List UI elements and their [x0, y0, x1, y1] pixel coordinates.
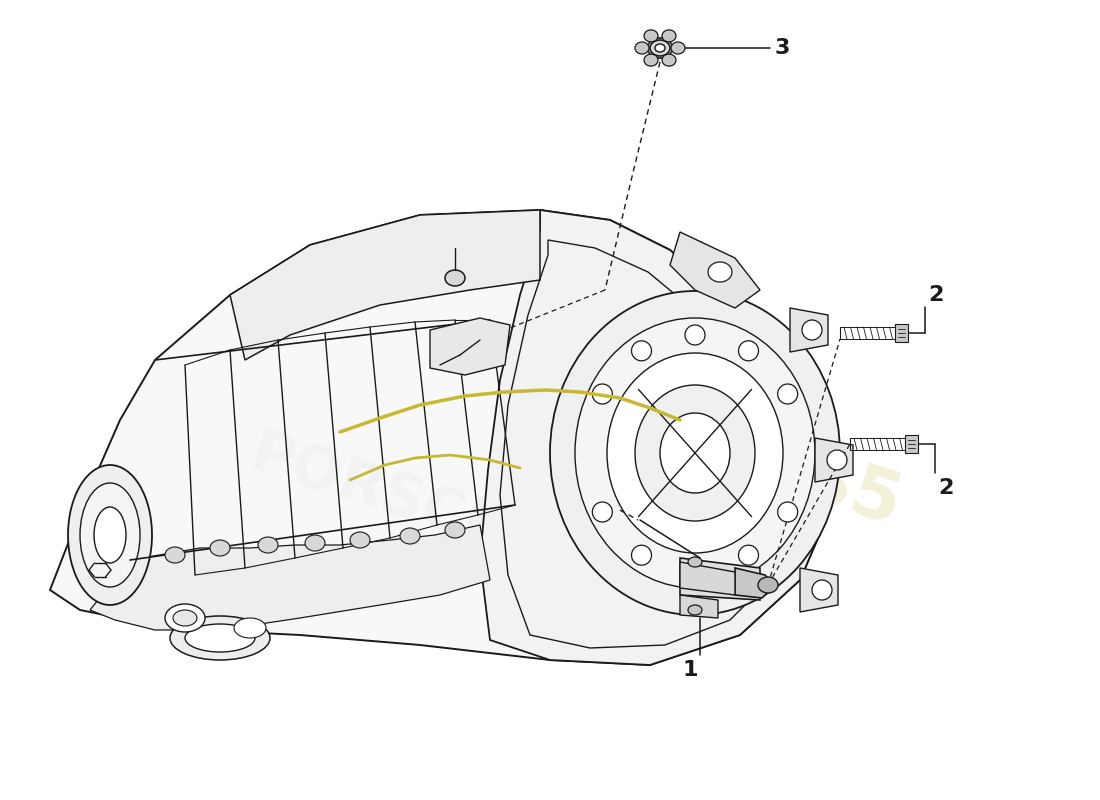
Ellipse shape — [662, 30, 676, 42]
Ellipse shape — [446, 522, 465, 538]
Text: DP1985: DP1985 — [590, 378, 910, 542]
Ellipse shape — [607, 353, 783, 553]
Ellipse shape — [210, 540, 230, 556]
Ellipse shape — [738, 341, 759, 361]
Ellipse shape — [778, 502, 798, 522]
Polygon shape — [680, 562, 735, 595]
Text: PORSCHE: PORSCHE — [243, 425, 557, 575]
Ellipse shape — [685, 325, 705, 345]
Ellipse shape — [185, 624, 255, 652]
Polygon shape — [90, 525, 490, 630]
Ellipse shape — [550, 291, 840, 615]
Ellipse shape — [165, 547, 185, 563]
Ellipse shape — [173, 610, 197, 626]
Ellipse shape — [802, 320, 822, 340]
Ellipse shape — [738, 545, 759, 565]
Ellipse shape — [631, 341, 651, 361]
Polygon shape — [735, 568, 770, 598]
Polygon shape — [680, 558, 760, 600]
Ellipse shape — [644, 54, 658, 66]
Ellipse shape — [708, 262, 732, 282]
Ellipse shape — [631, 545, 651, 565]
Ellipse shape — [575, 318, 815, 588]
Ellipse shape — [778, 384, 798, 404]
Polygon shape — [430, 318, 510, 375]
Ellipse shape — [592, 502, 613, 522]
Ellipse shape — [305, 535, 324, 551]
Ellipse shape — [94, 507, 126, 563]
Ellipse shape — [812, 580, 832, 600]
Ellipse shape — [635, 385, 755, 521]
Ellipse shape — [350, 532, 370, 548]
Ellipse shape — [660, 413, 730, 493]
Ellipse shape — [446, 270, 465, 286]
Ellipse shape — [165, 604, 205, 632]
Ellipse shape — [662, 54, 676, 66]
Ellipse shape — [827, 450, 847, 470]
Polygon shape — [480, 210, 830, 665]
Ellipse shape — [654, 44, 666, 52]
Ellipse shape — [234, 618, 266, 638]
Polygon shape — [905, 435, 918, 453]
Polygon shape — [790, 308, 828, 352]
Ellipse shape — [644, 30, 658, 42]
Polygon shape — [895, 324, 908, 342]
Polygon shape — [680, 595, 718, 618]
Ellipse shape — [592, 384, 613, 404]
Ellipse shape — [758, 577, 778, 593]
Ellipse shape — [688, 557, 702, 567]
Ellipse shape — [80, 483, 140, 587]
Polygon shape — [800, 568, 838, 612]
Text: 2: 2 — [928, 285, 944, 305]
Ellipse shape — [170, 616, 270, 660]
Ellipse shape — [688, 605, 702, 615]
Ellipse shape — [400, 528, 420, 544]
Ellipse shape — [635, 42, 649, 54]
Ellipse shape — [68, 465, 152, 605]
Ellipse shape — [258, 537, 278, 553]
Polygon shape — [815, 438, 852, 482]
Polygon shape — [670, 232, 760, 308]
Text: 2: 2 — [938, 478, 954, 498]
Text: 3: 3 — [776, 38, 791, 58]
Polygon shape — [50, 210, 830, 665]
Polygon shape — [230, 210, 540, 360]
Ellipse shape — [685, 561, 705, 581]
Text: 1: 1 — [682, 660, 697, 680]
Ellipse shape — [671, 42, 685, 54]
Ellipse shape — [650, 40, 670, 56]
